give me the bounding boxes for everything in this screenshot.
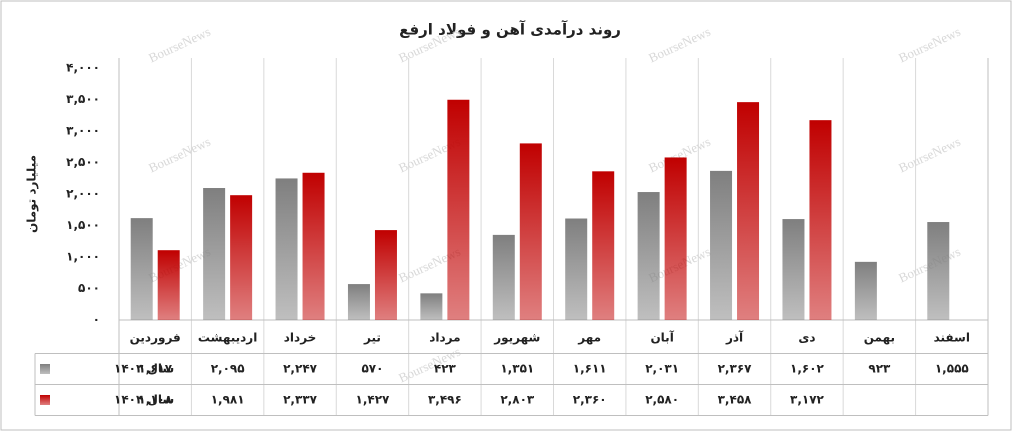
bar: [203, 188, 226, 320]
data-label: ۱,۶۱۷: [138, 362, 173, 376]
bar: [565, 218, 588, 320]
y-tick-label: ۳,۰۰۰: [66, 124, 100, 138]
bar: [927, 222, 950, 320]
bar: [492, 234, 515, 320]
bar: [710, 170, 733, 320]
data-label: ۹۲۳: [868, 362, 891, 376]
bar: [637, 192, 660, 320]
x-tick-label: خرداد: [284, 331, 317, 345]
bar: [664, 157, 687, 320]
bar: [275, 178, 298, 320]
bar: [302, 172, 325, 320]
data-label: ۱,۴۲۷: [356, 393, 391, 407]
y-tick-label: ۳,۵۰۰: [66, 92, 100, 106]
y-tick-label: ۱,۰۰۰: [66, 250, 100, 264]
bar: [374, 230, 397, 320]
bar: [854, 261, 877, 320]
bar: [347, 284, 370, 320]
x-tick-label: تیر: [363, 331, 381, 345]
bar: [157, 250, 180, 320]
data-label: ۱,۶۱۱: [573, 362, 607, 376]
data-label: ۱,۱۰۸: [138, 393, 173, 407]
y-axis-label: میلیارد تومان: [25, 155, 40, 233]
data-label: ۲,۲۴۷: [283, 362, 318, 376]
data-label: ۳,۱۷۲: [790, 393, 825, 407]
x-tick-label: بهمن: [864, 331, 895, 345]
x-tick-label: شهریور: [493, 331, 540, 346]
bar: [592, 171, 615, 320]
data-label: ۴۲۳: [434, 362, 457, 376]
bar: [130, 218, 153, 320]
data-label: ۱,۹۸۱: [211, 393, 245, 407]
data-label: ۲,۳۶۰: [573, 393, 607, 407]
x-tick-label: آذر: [725, 330, 744, 345]
x-tick-label: اسفند: [934, 331, 970, 345]
legend-swatch: [40, 364, 50, 374]
data-label: ۱,۵۵۵: [935, 362, 969, 376]
data-label: ۲,۵۸۰: [645, 393, 679, 407]
bar: [782, 219, 805, 320]
chart-title: روند درآمدی آهن و فولاد ارفع: [399, 21, 621, 39]
y-tick-label: ۰: [93, 313, 100, 327]
data-label: ۲,۳۳۷: [283, 393, 318, 407]
data-label: ۲,۰۳۱: [645, 362, 679, 376]
data-label: ۲,۰۹۵: [211, 362, 245, 376]
y-tick-label: ۵۰۰: [78, 281, 100, 295]
bar: [737, 102, 760, 320]
x-tick-label: دی: [798, 331, 815, 345]
data-label: ۳,۴۹۶: [428, 393, 462, 407]
data-label: ۵۷۰: [361, 362, 383, 376]
data-label: ۳,۴۵۸: [718, 393, 753, 407]
x-tick-label: اردیبهشت: [198, 331, 257, 345]
data-label: ۲,۳۶۷: [718, 362, 753, 376]
y-tick-label: ۲,۵۰۰: [66, 155, 100, 169]
x-tick-label: فروردین: [130, 331, 181, 346]
y-tick-label: ۲,۰۰۰: [66, 187, 100, 201]
bar: [447, 99, 470, 320]
legend-label: سال ۱۴۰۳: [114, 362, 174, 376]
x-tick-label: مهر: [577, 331, 601, 345]
y-tick-label: ۱,۵۰۰: [66, 218, 100, 232]
bar: [519, 143, 542, 320]
data-label: ۱,۶۰۲: [790, 362, 825, 376]
x-tick-label: آبان: [650, 330, 674, 345]
data-label: ۱,۳۵۱: [500, 362, 534, 376]
legend-swatch: [40, 395, 50, 405]
x-tick-label: مرداد: [429, 331, 460, 345]
bar: [420, 293, 443, 320]
legend-label: سال ۱۴۰۴: [114, 393, 174, 407]
data-label: ۲,۸۰۳: [500, 393, 535, 407]
y-tick-label: ۴,۰۰۰: [66, 61, 100, 75]
bar: [230, 195, 253, 320]
bar: [809, 120, 832, 320]
